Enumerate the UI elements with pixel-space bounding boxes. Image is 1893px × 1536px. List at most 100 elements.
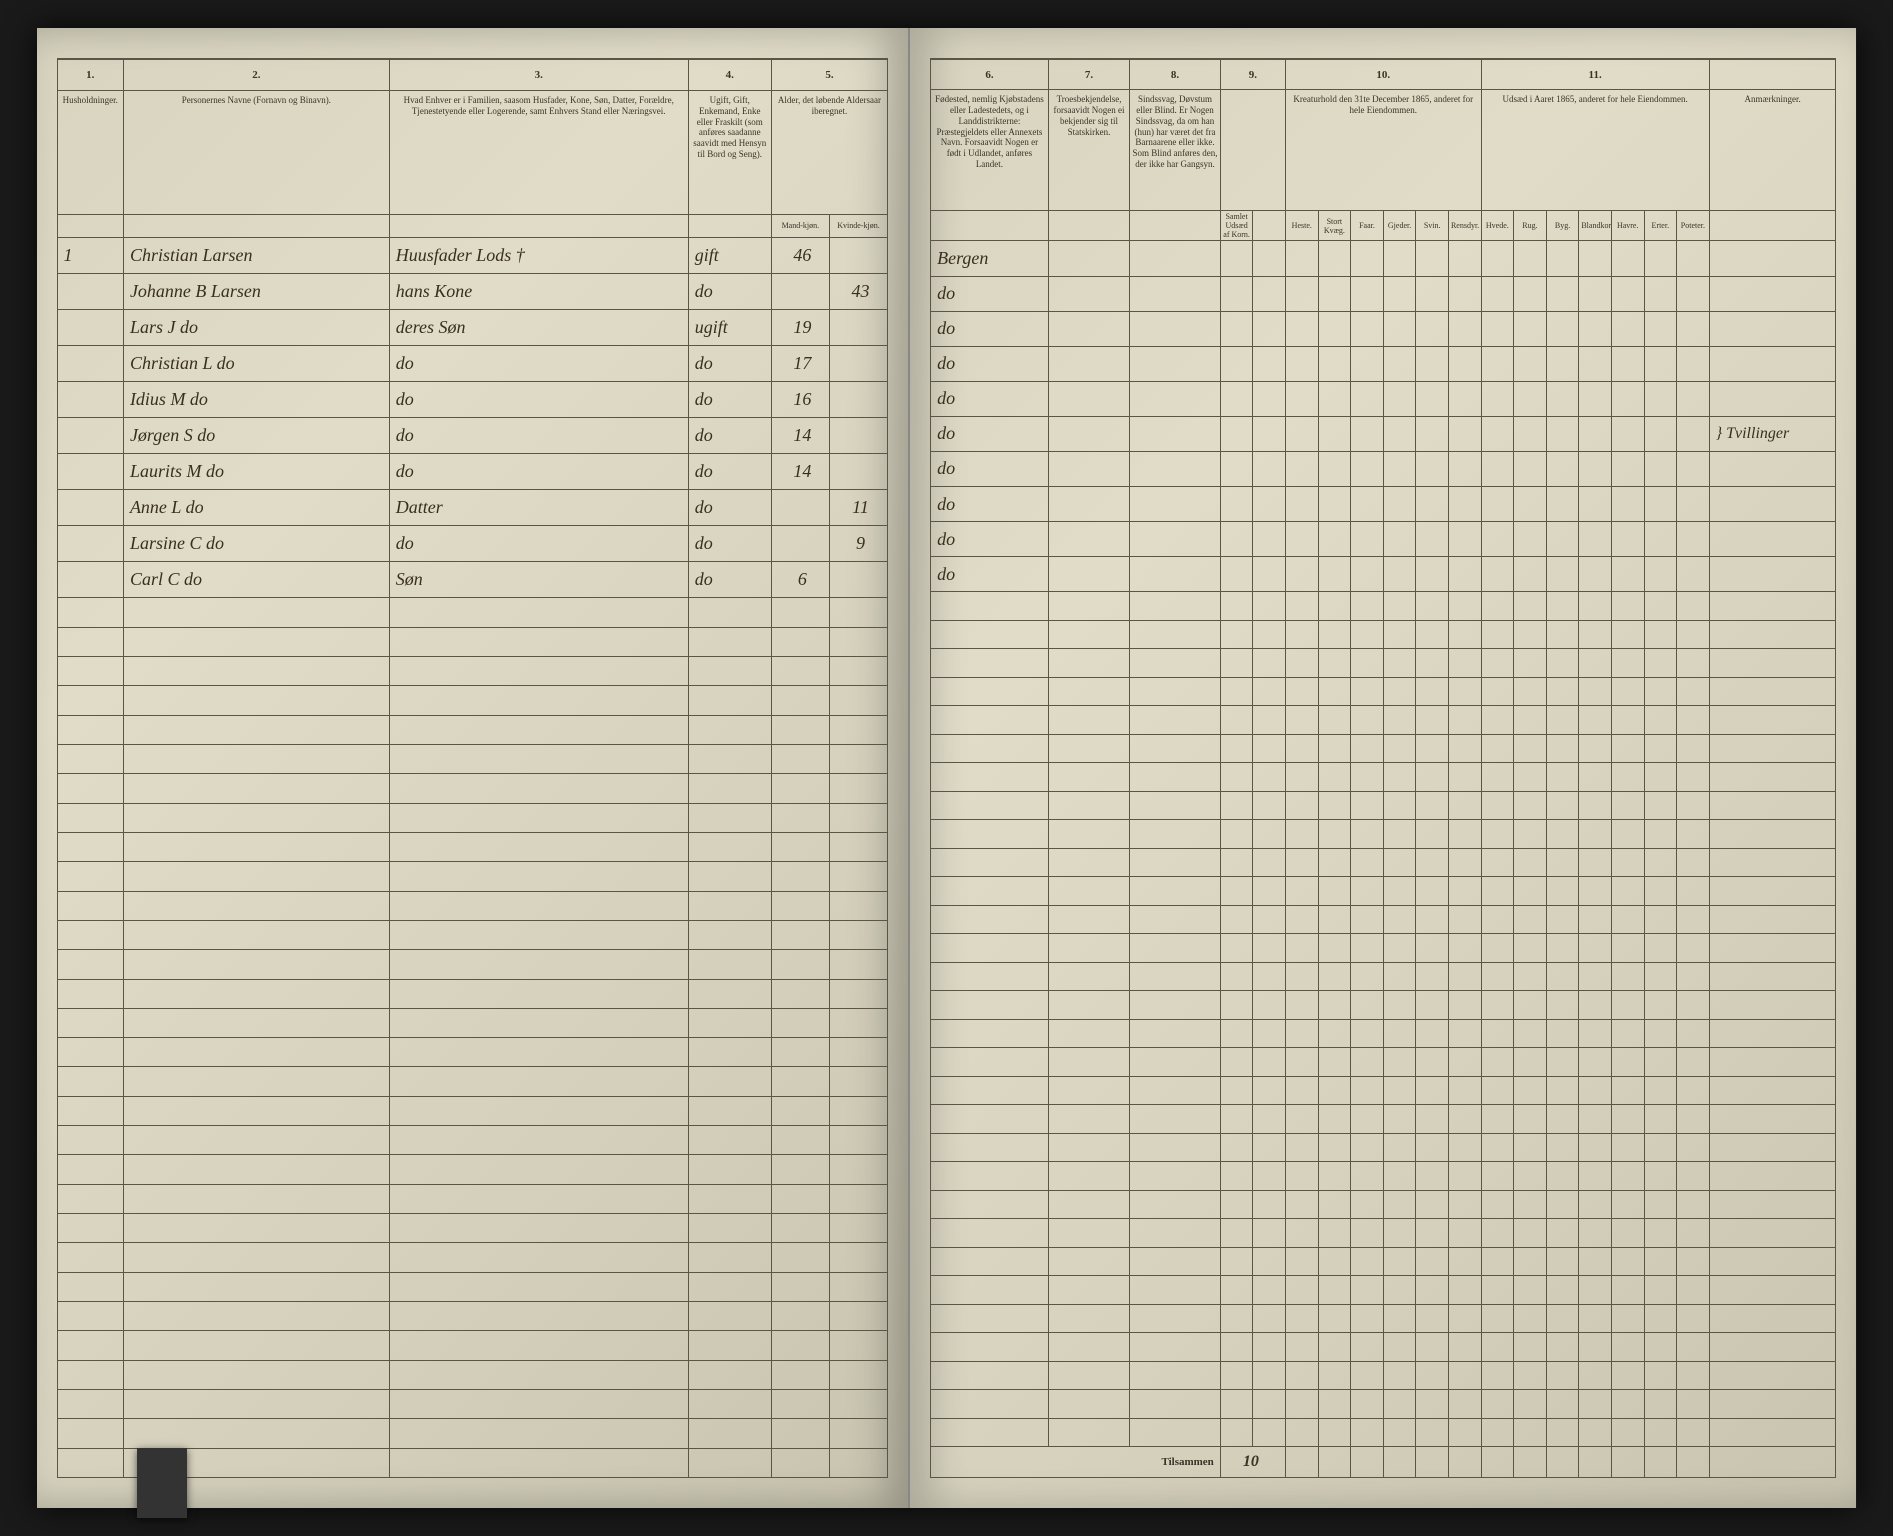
empty-row bbox=[931, 706, 1836, 735]
colnum-9: 9. bbox=[1220, 59, 1285, 90]
empty-row bbox=[57, 1184, 888, 1213]
cell-remark bbox=[1709, 346, 1836, 381]
colnum-2: 2. bbox=[123, 59, 389, 91]
empty-row bbox=[931, 1418, 1836, 1447]
sheet-left: 1. 2. 3. 4. 5. Husholdninger. Personerne… bbox=[57, 58, 889, 1478]
empty-row bbox=[57, 832, 888, 861]
empty-row bbox=[57, 1419, 888, 1448]
cell-role: Huusfader Lods † bbox=[389, 237, 688, 273]
cell-age-f bbox=[829, 345, 887, 381]
empty-row bbox=[57, 657, 888, 686]
header-10: Kreaturhold den 31te December 1865, ande… bbox=[1285, 90, 1481, 211]
empty-row bbox=[931, 962, 1836, 991]
header-9 bbox=[1220, 90, 1285, 211]
empty-row bbox=[931, 1247, 1836, 1276]
header-5: Alder, det løbende Aldersaar iberegnet. bbox=[771, 91, 887, 215]
cell-birthplace: do bbox=[931, 276, 1049, 311]
cell-age-m bbox=[771, 273, 829, 309]
footer-row: Tilsammen 10 bbox=[931, 1447, 1836, 1478]
empty-row bbox=[931, 1276, 1836, 1305]
colnum-remarks bbox=[1709, 59, 1836, 90]
cell-remark: } Tvillinger bbox=[1709, 416, 1836, 451]
cell-age-f: 11 bbox=[829, 490, 887, 526]
table-row: do bbox=[931, 381, 1836, 416]
table-row: Idius M dododo16 bbox=[57, 381, 888, 417]
table-row: do bbox=[931, 557, 1836, 592]
empty-row bbox=[57, 920, 888, 949]
table-row: Johanne B Larsenhans Konedo43 bbox=[57, 273, 888, 309]
cell-status: do bbox=[688, 381, 771, 417]
empty-row bbox=[57, 862, 888, 891]
cell-remark bbox=[1709, 311, 1836, 346]
empty-row bbox=[931, 592, 1836, 621]
sc2: Heste. bbox=[1285, 210, 1318, 241]
subheader-row-right: Samlet Udsæd af Korn. Heste. Stort Kvæg.… bbox=[931, 210, 1836, 241]
cell-status: gift bbox=[688, 237, 771, 273]
table-row: Laurits M dododo14 bbox=[57, 454, 888, 490]
cell-age-m: 14 bbox=[771, 418, 829, 454]
empty-row bbox=[931, 620, 1836, 649]
cell-name: Jørgen S do bbox=[123, 418, 389, 454]
column-number-row: 1. 2. 3. 4. 5. bbox=[57, 59, 888, 91]
header-11: Udsæd i Aaret 1865, anderet for hele Eie… bbox=[1481, 90, 1709, 211]
empty-row bbox=[931, 1390, 1836, 1419]
header-8: Sindssvag, Døvstum eller Blind. Er Nogen… bbox=[1130, 90, 1221, 211]
cell-age-f bbox=[829, 418, 887, 454]
table-row: do bbox=[931, 451, 1836, 486]
header-2: Personernes Navne (Fornavn og Binavn). bbox=[123, 91, 389, 215]
empty-row bbox=[931, 1219, 1836, 1248]
cell-name: Anne L do bbox=[123, 490, 389, 526]
cell-age-m bbox=[771, 490, 829, 526]
empty-row bbox=[57, 1389, 888, 1418]
cell-remark bbox=[1709, 276, 1836, 311]
page-left: 1. 2. 3. 4. 5. Husholdninger. Personerne… bbox=[37, 28, 911, 1508]
empty-row bbox=[57, 950, 888, 979]
cell-birthplace: do bbox=[931, 451, 1049, 486]
empty-row bbox=[931, 677, 1836, 706]
cell-age-m: 16 bbox=[771, 381, 829, 417]
cell-age-f bbox=[829, 454, 887, 490]
cell-name: Lars J do bbox=[123, 309, 389, 345]
cell-remark bbox=[1709, 522, 1836, 557]
empty-row bbox=[57, 774, 888, 803]
empty-row bbox=[57, 1272, 888, 1301]
empty-row bbox=[931, 1162, 1836, 1191]
cell-role: do bbox=[389, 345, 688, 381]
cell-birthplace: do bbox=[931, 557, 1049, 592]
cell-role: do bbox=[389, 526, 688, 562]
empty-row bbox=[931, 1190, 1836, 1219]
cell-name: Larsine C do bbox=[123, 526, 389, 562]
header-remarks: Anmærkninger. bbox=[1709, 90, 1836, 211]
table-row: do bbox=[931, 311, 1836, 346]
cell-age-m: 19 bbox=[771, 309, 829, 345]
cell-name: Laurits M do bbox=[123, 454, 389, 490]
table-row: Larsine C dododo9 bbox=[57, 526, 888, 562]
empty-row bbox=[931, 791, 1836, 820]
empty-row bbox=[931, 1304, 1836, 1333]
cell-hh bbox=[57, 345, 123, 381]
table-row: Anne L doDatterdo11 bbox=[57, 490, 888, 526]
colnum-10: 10. bbox=[1285, 59, 1481, 90]
sc11: Blandkorn. bbox=[1579, 210, 1612, 241]
table-left: 1. 2. 3. 4. 5. Husholdninger. Personerne… bbox=[57, 58, 889, 1478]
cell-hh bbox=[57, 418, 123, 454]
cell-age-m: 46 bbox=[771, 237, 829, 273]
cell-remark bbox=[1709, 241, 1836, 276]
empty-row bbox=[57, 1096, 888, 1125]
empty-row bbox=[931, 649, 1836, 678]
sc10: Byg. bbox=[1546, 210, 1579, 241]
cell-hh: 1 bbox=[57, 237, 123, 273]
table-row: do bbox=[931, 276, 1836, 311]
sheet-right: 6. 7. 8. 9. 10. 11. Fødested, nemlig Kjø… bbox=[930, 58, 1836, 1478]
cell-hh bbox=[57, 309, 123, 345]
sc5: Gjeder. bbox=[1383, 210, 1416, 241]
empty-row bbox=[57, 979, 888, 1008]
colnum-1: 1. bbox=[57, 59, 123, 91]
colnum-6: 6. bbox=[931, 59, 1049, 90]
sub-m: Mand-kjøn. bbox=[771, 215, 829, 238]
sc7: Rensdyr. bbox=[1448, 210, 1481, 241]
cell-birthplace: Bergen bbox=[931, 241, 1049, 276]
empty-row bbox=[931, 991, 1836, 1020]
cell-status: do bbox=[688, 345, 771, 381]
empty-row bbox=[931, 848, 1836, 877]
